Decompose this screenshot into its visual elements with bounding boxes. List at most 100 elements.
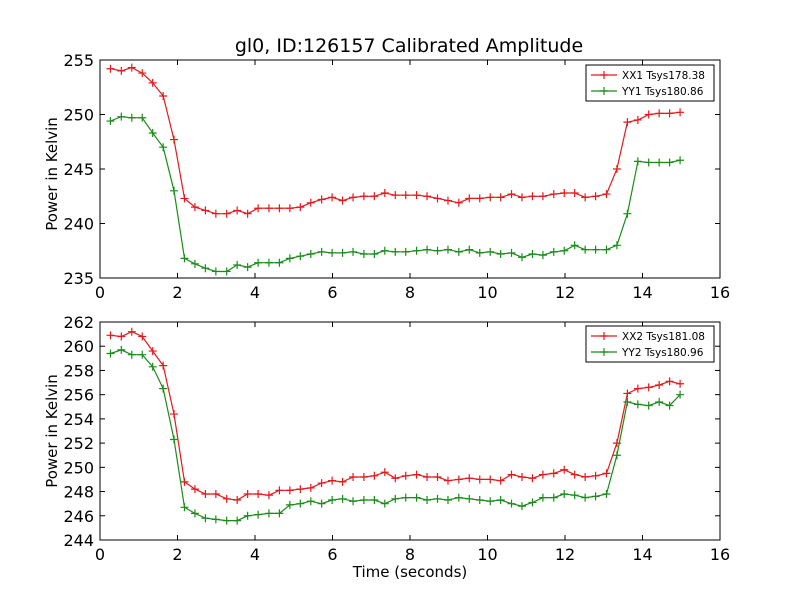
top-y-tick-label: 240 — [63, 215, 94, 234]
data-point-xx2 — [233, 496, 242, 505]
legend-marker-yy2 — [600, 348, 608, 356]
data-point-yy1 — [222, 267, 231, 276]
data-point-xx1 — [222, 209, 231, 218]
data-point-xx1 — [581, 193, 590, 202]
data-point-yy1 — [306, 250, 315, 259]
data-point-xx1 — [570, 188, 579, 197]
data-point-xx1 — [190, 203, 199, 212]
data-point-yy1 — [328, 248, 337, 257]
top-x-tick-label: 2 — [172, 283, 182, 302]
data-point-yy2 — [465, 494, 474, 503]
data-point-xx1 — [665, 109, 674, 118]
data-point-yy1 — [538, 251, 547, 260]
data-point-xx1 — [317, 195, 326, 204]
data-point-yy1 — [117, 112, 126, 121]
bottom-y-tick-label: 248 — [63, 483, 94, 502]
data-point-yy1 — [443, 245, 452, 254]
data-point-xx2 — [676, 379, 685, 388]
data-point-yy2 — [159, 384, 168, 393]
data-point-xx1 — [591, 192, 600, 201]
data-point-xx1 — [676, 108, 685, 117]
data-point-yy2 — [528, 498, 537, 507]
data-point-xx2 — [655, 380, 664, 389]
data-point-yy2 — [612, 451, 621, 460]
data-point-xx2 — [560, 465, 569, 474]
data-point-xx1 — [264, 204, 273, 213]
data-point-xx2 — [275, 486, 284, 495]
bottom-legend: XX2 Tsys181.08 YY2 Tsys180.96 — [585, 325, 715, 363]
data-point-xx2 — [359, 473, 368, 482]
data-point-yy1 — [517, 253, 526, 262]
legend-label-yy1: YY1 Tsys180.86 — [621, 86, 704, 98]
data-point-xx1 — [401, 191, 410, 200]
legend-marker-xx2 — [600, 332, 608, 340]
data-point-yy1 — [159, 143, 168, 152]
data-point-yy2 — [486, 497, 495, 506]
data-point-xx2 — [602, 469, 611, 478]
bottom-x-tick-label: 14 — [632, 545, 652, 564]
data-point-xx2 — [423, 473, 432, 482]
data-point-xx1 — [612, 165, 621, 173]
data-point-yy1 — [254, 258, 263, 267]
data-point-xx1 — [465, 194, 474, 203]
data-point-yy2 — [391, 494, 400, 503]
data-point-yy2 — [507, 499, 516, 508]
data-point-yy2 — [190, 509, 199, 518]
data-point-xx1 — [507, 190, 516, 199]
data-point-yy1 — [285, 254, 294, 263]
data-point-xx2 — [517, 473, 526, 482]
data-point-xx2 — [211, 489, 220, 498]
data-point-yy1 — [190, 259, 199, 268]
data-point-yy1 — [275, 258, 284, 267]
top-x-tick-label: 10 — [477, 283, 497, 302]
bottom-chart-panel: Power in Kelvin Time (seconds) 0 2 4 6 8 10 12… — [43, 313, 730, 581]
data-point-yy1 — [211, 267, 220, 276]
bottom-y-tick-label: 250 — [63, 458, 94, 477]
bottom-y-tick-label: 254 — [63, 410, 94, 429]
data-point-yy1 — [612, 241, 621, 250]
data-point-xx1 — [349, 193, 358, 202]
bottom-x-tick-label: 4 — [250, 545, 260, 564]
data-point-xx1 — [475, 194, 484, 203]
top-x-tick-label: 6 — [327, 283, 337, 302]
data-point-xx2 — [644, 383, 653, 392]
data-point-xx2 — [623, 389, 632, 398]
data-point-xx1 — [443, 196, 452, 205]
bottom-x-tick-label: 10 — [477, 545, 497, 564]
data-point-xx1 — [560, 188, 569, 197]
data-point-yy2 — [581, 493, 590, 502]
bottom-x-tick-label: 8 — [405, 545, 415, 564]
data-point-xx1 — [433, 194, 442, 203]
data-point-yy2 — [349, 497, 358, 506]
data-point-xx2 — [538, 470, 547, 479]
data-point-yy1 — [106, 117, 115, 126]
data-point-xx1 — [549, 190, 558, 199]
data-point-xx1 — [243, 209, 252, 218]
data-point-xx2 — [412, 470, 421, 479]
data-point-xx1 — [380, 188, 389, 197]
data-point-xx1 — [138, 69, 147, 78]
data-point-xx2 — [401, 471, 410, 480]
data-point-yy2 — [549, 493, 558, 502]
data-point-yy2 — [496, 496, 505, 505]
data-point-yy2 — [201, 514, 210, 523]
bottom-x-tick-label: 2 — [172, 545, 182, 564]
data-point-yy1 — [264, 258, 273, 267]
data-point-yy1 — [423, 245, 432, 254]
data-point-yy2 — [117, 345, 126, 354]
data-point-yy2 — [665, 401, 674, 410]
legend-label-xx1: XX1 Tsys178.38 — [622, 70, 705, 82]
data-point-xx2 — [475, 475, 484, 484]
data-point-xx1 — [517, 193, 526, 202]
data-point-yy2 — [233, 516, 242, 525]
data-point-xx2 — [465, 474, 474, 483]
data-point-yy1 — [370, 250, 379, 259]
data-point-xx1 — [412, 191, 421, 200]
data-point-yy1 — [233, 260, 242, 269]
data-point-yy2 — [412, 493, 421, 502]
x-axis-label: Time (seconds) — [352, 563, 468, 581]
data-point-xx1 — [211, 209, 220, 218]
data-point-xx2 — [391, 474, 400, 483]
data-point-yy2 — [264, 509, 273, 518]
